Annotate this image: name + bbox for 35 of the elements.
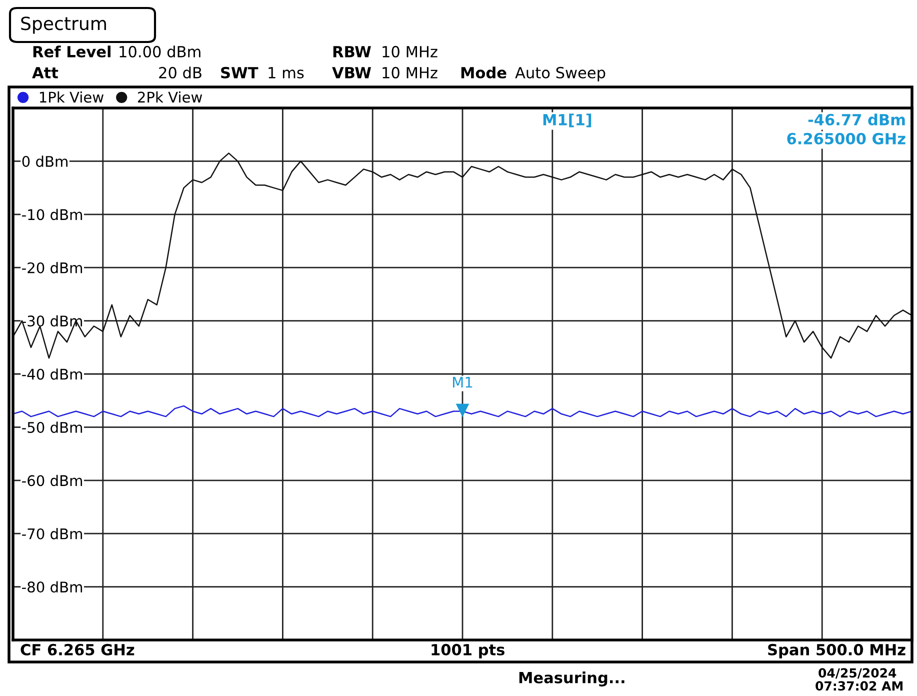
y-tick-label: -40 dBm — [22, 368, 82, 380]
text: CF 6.265 GHz — [20, 644, 134, 656]
text: VBW — [332, 67, 371, 78]
line-series — [13, 152, 912, 359]
legend-label: 2Pk View — [138, 91, 202, 103]
y-tick-label: -10 dBm — [22, 208, 82, 220]
text: 20 dB — [159, 66, 202, 78]
text: 10.00 dBm — [120, 46, 200, 58]
text: 10 MHz — [382, 66, 438, 78]
text: Mode — [461, 66, 506, 78]
legend-label: 1Pk View — [40, 91, 104, 103]
y-tick-label: -20 dBm — [22, 262, 82, 274]
text: Att — [32, 67, 58, 78]
text: 04/25/2024 — [818, 668, 896, 679]
chart-title: Spectrum — [21, 16, 106, 34]
y-tick-label: 0 dBm — [22, 156, 68, 167]
y-tick-label: -80 dBm — [22, 581, 82, 593]
annotation: M1[1] — [543, 114, 592, 128]
annotation: M1 — [453, 376, 472, 388]
text: SWT — [221, 66, 258, 78]
text: Auto Sweep — [515, 66, 606, 82]
annotation: 6.265000 GHz — [787, 132, 906, 144]
annotation: -46.77 dBm — [808, 114, 905, 126]
text: 1001 pts — [432, 644, 504, 658]
text: 07:37:02 AM — [816, 681, 902, 691]
y-tick-label: -70 dBm — [22, 528, 82, 540]
y-tick-label: -60 dBm — [22, 474, 82, 486]
text: RBW — [333, 46, 371, 58]
text: Span 500.0 MHz — [768, 644, 906, 658]
text: 10 MHz — [382, 46, 438, 58]
y-tick-label: -30 dBm — [22, 315, 82, 327]
text: Ref Level — [33, 46, 110, 58]
text: 1 ms — [268, 67, 304, 78]
y-tick-label: -50 dBm — [22, 422, 82, 433]
text: Measuring... — [519, 672, 624, 686]
